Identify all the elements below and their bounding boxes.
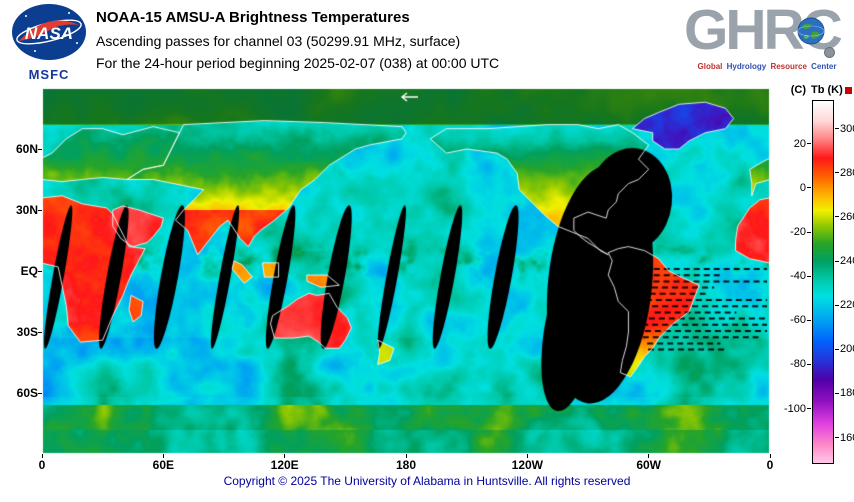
lon-tick-label: 120E <box>270 458 299 472</box>
lat-tick-label: EQ <box>20 264 38 278</box>
ghrc-tagline-word: Resource <box>770 62 807 71</box>
nasa-logo-block: NASA MSFC <box>9 3 89 82</box>
msfc-label: MSFC <box>28 67 70 82</box>
colorbar-kelvin-label: 260 <box>840 210 854 223</box>
colorbar-celsius-tick <box>807 363 811 365</box>
colorbar-celsius-label: -60 <box>790 314 806 327</box>
lon-tick-mark <box>41 454 43 458</box>
lon-tick-label: 180 <box>395 458 417 472</box>
ghrc-logo: GHRC Global Hydrology Resource Center <box>684 2 850 76</box>
colorbar-celsius-label: 20 <box>793 137 806 150</box>
lat-tick-label: 30N <box>15 203 38 217</box>
lat-tick-mark <box>38 209 42 211</box>
page-title: NOAA-15 AMSU-A Brightness Temperatures <box>96 9 410 26</box>
lon-tick-mark <box>526 454 528 458</box>
colorbar-kelvin-label: 220 <box>840 299 854 312</box>
colorbar-celsius-unit: (C) <box>790 84 806 96</box>
colorbar-celsius-tick <box>807 408 811 410</box>
colorbar-celsius-label: -20 <box>790 226 806 239</box>
lat-tick-label: 30S <box>16 325 38 339</box>
ghrc-ball-icon <box>824 47 835 58</box>
lat-tick-label: 60N <box>15 142 38 156</box>
colorbar-kelvin-tick <box>835 304 839 306</box>
lat-tick-mark <box>38 270 42 272</box>
colorbar-celsius-tick <box>807 319 811 321</box>
lon-tick-label: 0 <box>38 458 46 472</box>
lon-tick-mark <box>162 454 164 458</box>
colorbar-kelvin-tick <box>835 437 839 439</box>
lat-tick-mark <box>38 392 42 394</box>
colorbar-celsius-label: -40 <box>790 270 806 283</box>
lon-tick-mark <box>648 454 650 458</box>
colorbar-celsius-label: 0 <box>799 181 806 194</box>
lon-tick-label: 0 <box>766 458 774 472</box>
ghrc-tagline: Global Hydrology Resource Center <box>684 62 850 71</box>
colorbar-celsius-tick <box>807 231 811 233</box>
colorbar-kelvin-tick <box>835 348 839 350</box>
lon-tick-label: 60W <box>636 458 661 472</box>
colorbar-kelvin-tick <box>835 128 839 130</box>
ghrc-tagline-word: Global <box>697 62 723 71</box>
lat-tick-mark <box>38 331 42 333</box>
lon-tick-mark <box>769 454 771 458</box>
colorbar-celsius-tick <box>807 275 811 277</box>
colorbar-kelvin-unit: Tb (K) <box>811 84 843 96</box>
colorbar-kelvin-label: 300 <box>840 122 854 135</box>
subtitle-channel: Ascending passes for channel 03 (50299.9… <box>96 33 461 49</box>
lon-tick-mark <box>405 454 407 458</box>
colorbar <box>812 100 834 464</box>
header-titles: NOAA-15 AMSU-A Brightness Temperatures A… <box>96 9 499 77</box>
lat-tick-mark <box>38 148 42 150</box>
colorbar-kelvin-label: 280 <box>840 166 854 179</box>
colorbar-kelvin-label: 240 <box>840 255 854 268</box>
colorbar-kelvin-label: 200 <box>840 343 854 356</box>
colorbar-celsius-tick <box>807 187 811 189</box>
colorbar-kelvin-label: 180 <box>840 387 854 400</box>
ghrc-tagline-word: Center <box>811 62 837 71</box>
colorbar-kelvin-label: 160 <box>840 431 854 444</box>
copyright-text: Copyright © 2025 The University of Alaba… <box>223 474 631 488</box>
subtitle-period: For the 24-hour period beginning 2025-02… <box>96 55 500 71</box>
colorbar-kelvin-tick <box>835 216 839 218</box>
lon-tick-label: 60E <box>152 458 175 472</box>
colorbar-celsius-label: -80 <box>790 358 806 371</box>
colorbar-kelvin-tick <box>835 392 839 394</box>
lon-tick-mark <box>284 454 286 458</box>
nasa-wordmark: NASA <box>25 24 73 43</box>
ghrc-globe-icon <box>797 17 825 45</box>
lon-tick-label: 120W <box>511 458 544 472</box>
ghrc-tagline-word: Hydrology <box>726 62 767 71</box>
colorbar-overflow-marker <box>845 87 852 94</box>
colorbar-kelvin-tick <box>835 260 839 262</box>
colorbar-kelvin-tick <box>835 172 839 174</box>
colorbar-celsius-tick <box>807 143 811 145</box>
brightness-temperature-map <box>42 88 770 454</box>
colorbar-celsius-label: -100 <box>783 402 806 415</box>
lat-tick-label: 60S <box>16 386 38 400</box>
nasa-meatball-icon: NASA <box>12 4 86 60</box>
